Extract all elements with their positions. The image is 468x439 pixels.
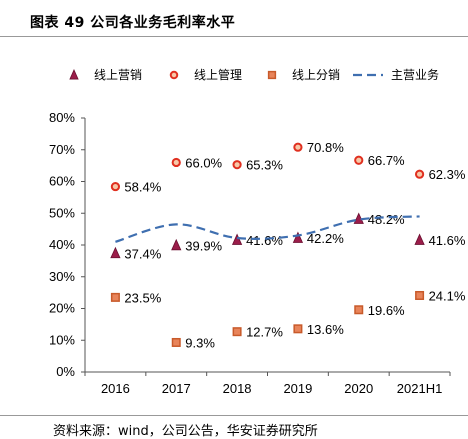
y-tick-label: 80% (49, 110, 75, 125)
chart-axes: 0% 10% 20% 30% 40% 50% 60% 70% 80% 2016 2017 2018 20… (49, 110, 451, 396)
circle-point (354, 155, 364, 165)
y-tick-label: 0% (56, 364, 75, 379)
legend-label: 线上分销 (292, 68, 340, 82)
data-label: 58.4% (124, 180, 161, 195)
data-label: 13.6% (307, 322, 344, 337)
legend-swatch-triangle (69, 68, 79, 80)
y-tick-label: 20% (49, 301, 75, 316)
legend-label: 线上管理 (194, 67, 242, 82)
data-label: 48.2% (368, 212, 405, 227)
square-point (110, 292, 120, 302)
legend-swatch-square (267, 70, 277, 80)
title-divider (0, 36, 468, 37)
source-divider (0, 415, 468, 416)
data-label: 42.2% (307, 231, 344, 246)
chart-plot-area: 37.4% 39.9% 41.6% 42.2% 48.2% 41.6% 58.4% 66.0%… (110, 140, 466, 350)
x-tick-label: 2019 (283, 381, 312, 396)
triangle-point (110, 246, 121, 259)
y-tick-label: 30% (49, 269, 75, 284)
triangle-point (231, 233, 243, 245)
data-label: 39.9% (185, 238, 222, 253)
triangle-point (414, 233, 425, 245)
x-tick-label: 2017 (162, 381, 191, 396)
legend-label: 主营业务 (391, 67, 439, 82)
legend-swatch-circle (169, 70, 179, 80)
y-tick-label: 70% (49, 142, 75, 157)
data-label: 70.8% (307, 140, 344, 155)
y-tick-label: 60% (49, 174, 75, 189)
circle-point (232, 160, 242, 170)
y-tick-label: 10% (49, 332, 75, 347)
circle-point (293, 142, 303, 152)
data-label: 9.3% (185, 335, 215, 350)
x-tick-label: 2018 (223, 381, 252, 396)
x-tick-label: 2016 (101, 381, 130, 396)
data-label: 23.5% (124, 290, 161, 305)
source-note: 资料来源：wind，公司公告，华安证券研究所 (53, 424, 318, 439)
triangle-point (292, 231, 304, 243)
data-label: 41.6% (246, 233, 283, 248)
data-label: 41.6% (429, 233, 466, 248)
figure-title: 图表 49 公司各业务毛利率水平 (30, 15, 236, 31)
x-tick-label: 2020 (344, 381, 373, 396)
circle-point (110, 181, 121, 192)
data-label: 12.7% (246, 325, 283, 340)
square-point (415, 290, 425, 300)
data-label: 24.1% (429, 288, 466, 303)
circle-point (171, 157, 181, 168)
data-label: 62.3% (429, 167, 466, 182)
chart-legend: 线上营销 线上管理 线上分销 主营业务 (69, 67, 439, 82)
square-point (354, 305, 364, 315)
y-tick-label: 50% (49, 205, 75, 220)
data-label: 37.4% (124, 246, 161, 261)
data-label: 66.7% (368, 153, 405, 168)
data-label: 65.3% (246, 158, 283, 173)
square-point (232, 327, 242, 337)
square-point (171, 337, 181, 347)
x-tick-label: 2021H1 (397, 381, 443, 396)
square-point (293, 324, 303, 334)
circle-point (414, 169, 425, 179)
main-business-line (115, 215, 420, 243)
data-label: 19.6% (368, 303, 405, 318)
legend-label: 线上营销 (94, 68, 142, 82)
y-tick-label: 40% (49, 237, 75, 252)
data-label: 66.0% (185, 155, 222, 170)
triangle-point (171, 238, 182, 251)
